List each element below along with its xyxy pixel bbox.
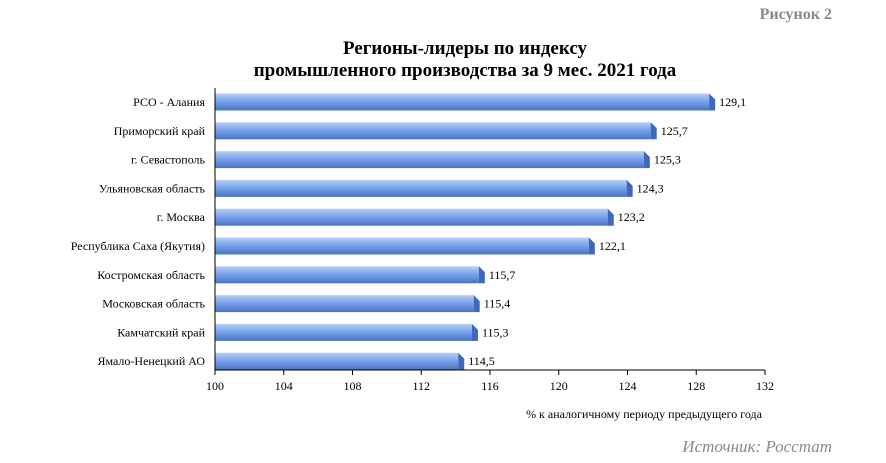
bar-group: г. Севастополь 125,3 (131, 151, 681, 169)
value-label: 115,4 (484, 297, 511, 311)
x-tick-label: 100 (206, 379, 224, 393)
bar-end (709, 93, 716, 111)
x-tick-label: 104 (275, 379, 293, 393)
bar (215, 266, 479, 284)
bar (215, 122, 651, 140)
value-label: 115,7 (489, 268, 516, 282)
category-label: Ямало-Ненецкий АО (97, 354, 205, 368)
bar-end (607, 208, 614, 226)
bar-end (626, 179, 633, 197)
value-label: 114,5 (468, 354, 495, 368)
bar-end (478, 266, 485, 284)
chart-title-line2: промышленного производства за 9 мес. 202… (253, 60, 677, 81)
bar (215, 151, 644, 169)
value-label: 129,1 (719, 95, 746, 109)
bar-end (650, 122, 657, 140)
bar (215, 295, 474, 313)
x-tick-label: 128 (687, 379, 705, 393)
category-label: Московская область (102, 297, 205, 311)
bar (215, 179, 627, 197)
category-label: Приморский край (114, 124, 206, 138)
category-label: г. Москва (157, 210, 206, 224)
category-label: Камчатский край (117, 325, 205, 339)
category-label: РСО - Алания (133, 95, 205, 109)
category-label: Республика Саха (Якутия) (71, 239, 205, 253)
bar-end (588, 237, 595, 255)
bar-group: г. Москва 123,2 (157, 208, 645, 226)
bar (215, 323, 472, 341)
bar (215, 93, 710, 111)
chart-title: Регионы-лидеры по индексу промышленного … (0, 38, 886, 82)
bar (215, 237, 589, 255)
bar-group: Приморский край 125,7 (114, 122, 688, 140)
x-tick-label: 112 (412, 379, 430, 393)
value-label: 122,1 (599, 239, 626, 253)
bar-group: Ульяновская область 124,3 (99, 179, 664, 197)
category-label: Костромская область (97, 268, 205, 282)
bar (215, 208, 608, 226)
bar-end (458, 352, 465, 370)
category-label: Ульяновская область (99, 181, 206, 195)
value-label: 125,3 (654, 153, 681, 167)
bar-group: Московская область 115,4 (102, 295, 511, 313)
x-axis-label: % к аналогичному периоду предыдущего год… (526, 407, 763, 421)
bars-layer: РСО - Алания 129,1 Приморский край 125,7 г. … (71, 93, 746, 370)
bar-group: Ямало-Ненецкий АО 114,5 (97, 352, 495, 370)
bar-group: Костромская область 115,7 (97, 266, 516, 284)
figure-label: Рисунок 2 (759, 6, 832, 23)
value-label: 124,3 (637, 181, 664, 195)
bar-group: РСО - Алания 129,1 (133, 93, 746, 111)
x-tick-label: 108 (344, 379, 362, 393)
x-tick-label: 132 (756, 379, 774, 393)
bar-group: Республика Саха (Якутия) 122,1 (71, 237, 626, 255)
value-label: 125,7 (661, 124, 688, 138)
bar-end (471, 323, 478, 341)
bar-group: Камчатский край 115,3 (117, 323, 509, 341)
value-label: 123,2 (618, 210, 645, 224)
bar-end (643, 151, 650, 169)
bar (215, 352, 459, 370)
x-tick-label: 116 (481, 379, 499, 393)
source-note: Источник: Росстат (682, 437, 832, 456)
x-tick-label: 124 (619, 379, 637, 393)
value-label: 115,3 (482, 325, 509, 339)
x-axis: 100 104 108 112 116 120 124 128 132 (206, 88, 774, 393)
category-label: г. Севастополь (131, 153, 206, 167)
chart-title-line1: Регионы-лидеры по индексу (342, 38, 588, 59)
x-tick-label: 120 (550, 379, 568, 393)
bar-end (473, 295, 480, 313)
